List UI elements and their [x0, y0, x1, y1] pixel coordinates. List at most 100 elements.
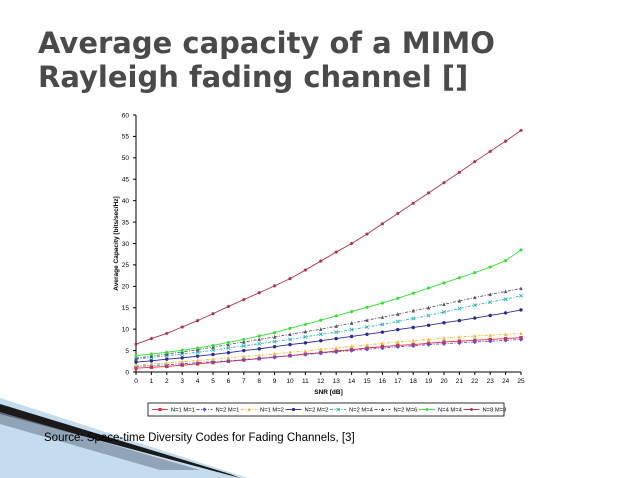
data-point: [195, 358, 200, 363]
data-point: [473, 270, 477, 275]
data-point: [503, 289, 508, 294]
data-point: [519, 331, 523, 336]
data-point: [518, 337, 524, 342]
data-point: [503, 332, 508, 337]
data-point: [519, 286, 523, 291]
data-point: [442, 321, 446, 325]
data-point: [457, 340, 462, 346]
x-tick-label: 1: [150, 378, 154, 385]
data-point: [365, 342, 369, 347]
x-tick-label: 9: [273, 378, 277, 385]
data-point: [257, 337, 261, 342]
y-tick-label: 40: [122, 198, 130, 205]
data-point: [319, 327, 323, 331]
data-point: [349, 344, 354, 348]
data-point: [469, 407, 474, 412]
data-point: [380, 330, 385, 334]
data-point: [396, 296, 400, 301]
data-point: [319, 347, 323, 351]
legend-label: N=2 M=6: [394, 408, 418, 414]
series-n-2-m-1: [133, 337, 524, 369]
y-tick-label: 55: [122, 134, 130, 141]
data-point: [272, 345, 277, 349]
chart-series-layer: [133, 128, 524, 370]
data-point: [195, 346, 200, 350]
data-point: [334, 349, 339, 355]
slide-title: Average capacity of a MIMO Rayleigh fadi…: [38, 26, 495, 94]
data-point: [257, 291, 261, 295]
data-point: [396, 211, 400, 216]
data-point: [488, 292, 492, 297]
data-point: [488, 149, 492, 154]
data-point: [334, 345, 338, 350]
data-point: [241, 343, 246, 348]
data-point: [257, 334, 261, 338]
data-point: [380, 341, 385, 346]
data-point: [288, 350, 292, 354]
data-point: [349, 334, 354, 339]
data-point: [519, 248, 523, 252]
legend-label: N=2 M=4: [349, 408, 374, 414]
x-tick-label: 16: [379, 378, 387, 385]
data-point: [272, 330, 277, 335]
series-n-4-m-4: [134, 248, 523, 358]
data-point: [488, 300, 493, 305]
data-point: [365, 305, 369, 310]
data-point: [226, 340, 231, 345]
data-point: [210, 359, 216, 364]
data-point: [291, 407, 296, 412]
x-tick-label: 14: [348, 378, 356, 385]
y-tick-label: 25: [122, 262, 130, 269]
data-point: [272, 284, 277, 288]
data-point: [165, 360, 169, 365]
x-tick-label: 6: [227, 378, 231, 385]
data-point: [134, 342, 138, 346]
data-point: [349, 327, 354, 332]
data-point: [226, 304, 231, 309]
data-point: [519, 128, 523, 133]
data-point: [226, 358, 231, 364]
data-point: [364, 325, 370, 330]
x-tick-label: 0: [134, 378, 138, 385]
x-tick-label: 22: [471, 378, 479, 385]
data-point: [426, 337, 431, 342]
x-tick-label: 5: [211, 378, 215, 385]
data-point: [473, 333, 477, 338]
data-point: [411, 201, 415, 205]
data-point: [396, 327, 400, 332]
data-point: [165, 331, 169, 336]
data-point: [349, 309, 354, 314]
data-point: [211, 343, 215, 348]
data-point: [472, 303, 477, 308]
data-point: [457, 334, 462, 339]
y-tick-label: 60: [122, 112, 130, 119]
data-point: [395, 344, 400, 349]
data-point: [411, 291, 415, 295]
legend-label: N=1 M=1: [171, 408, 195, 414]
x-tick-label: 13: [333, 378, 341, 385]
data-point: [149, 354, 154, 358]
data-point: [441, 341, 447, 346]
series-line: [135, 333, 522, 366]
y-tick-label: 10: [122, 326, 130, 333]
data-point: [503, 258, 508, 263]
data-point: [180, 348, 184, 352]
data-point: [425, 407, 429, 412]
data-point: [257, 341, 262, 346]
data-point: [488, 333, 492, 337]
data-point: [334, 314, 338, 318]
x-tick-label: 7: [242, 378, 246, 385]
data-point: [226, 355, 231, 360]
data-point: [457, 276, 462, 280]
x-tick-label: 24: [502, 378, 510, 385]
data-point: [180, 325, 184, 329]
data-point: [396, 339, 400, 344]
x-tick-label: 21: [456, 378, 464, 385]
data-point: [226, 351, 231, 355]
data-point: [457, 306, 462, 311]
data-point: [380, 345, 385, 351]
data-point: [334, 250, 338, 254]
data-point: [411, 343, 416, 349]
